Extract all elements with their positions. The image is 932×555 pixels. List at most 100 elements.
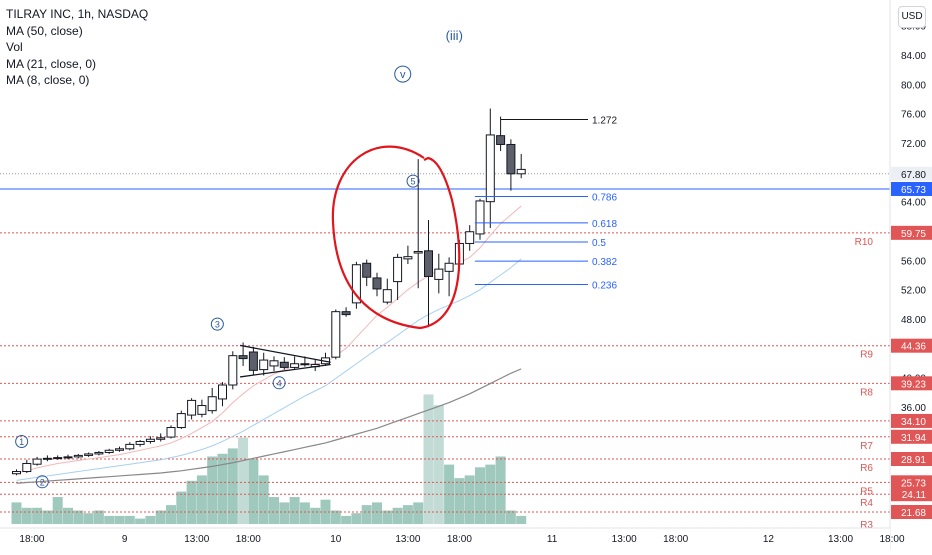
candle-down	[506, 139, 516, 191]
volume-bar	[299, 502, 310, 524]
volume-bar	[238, 437, 249, 524]
candle-up	[125, 442, 135, 451]
legend-ma50[interactable]: MA (50, close)	[6, 23, 83, 38]
candle-body	[94, 451, 104, 455]
candle-up	[218, 382, 227, 407]
pivot-price-tag: 25.73	[901, 478, 926, 489]
price-tick-label: 52.00	[901, 286, 926, 297]
time-axis-bg	[0, 528, 890, 550]
candle-down	[341, 307, 351, 317]
currency-button[interactable]: USD	[898, 6, 926, 28]
pivot-label: R8	[860, 387, 873, 398]
candle-up	[197, 399, 207, 418]
wave-label: 1	[19, 437, 24, 447]
candle-body	[279, 361, 289, 368]
candle-up	[321, 352, 330, 366]
candle-body	[84, 453, 94, 456]
legend-volume[interactable]: Vol	[6, 40, 23, 54]
candle-up	[516, 154, 526, 179]
fib-level-label: 1.272	[592, 116, 617, 127]
candle-up	[94, 451, 104, 456]
candle-body	[145, 438, 155, 442]
candle-up	[187, 398, 197, 420]
price-tick-label: 56.00	[901, 256, 926, 267]
fib-level-label: 0.5	[592, 238, 606, 249]
wave-label: (iii)	[446, 28, 463, 43]
time-tick-label: 18:00	[879, 534, 904, 545]
volume-bar	[258, 475, 269, 524]
candle-up	[156, 433, 166, 442]
candle-body	[434, 268, 444, 280]
candle-body	[300, 363, 310, 366]
ma21-line	[16, 258, 522, 481]
wave-label: 2	[40, 477, 45, 487]
candle-body	[176, 413, 186, 429]
pivot-label: R6	[860, 463, 873, 474]
legend-ma8[interactable]: MA (8, close, 0)	[6, 73, 90, 87]
volume-bar	[135, 518, 146, 524]
volume-bar	[330, 510, 341, 524]
level-price-tag-bg	[891, 181, 932, 196]
legend-ma21[interactable]: MA (21, close, 0)	[6, 56, 97, 71]
candle-up	[259, 352, 269, 376]
candle-up	[393, 253, 403, 300]
volume-bar	[372, 502, 382, 524]
pivot-label: R4	[860, 498, 873, 509]
time-tick-label: 13:00	[828, 534, 853, 545]
candle-up	[228, 351, 238, 390]
time-tick-label: 13:00	[184, 534, 209, 545]
candle-up	[104, 448, 114, 454]
candle-down	[372, 272, 382, 297]
current-price-tag: 67.80	[901, 170, 926, 181]
wave-label: 4	[277, 378, 282, 388]
candle-body	[341, 311, 351, 316]
pivot-price-tag: 31.94	[901, 433, 926, 444]
pivot-label: R3	[860, 520, 873, 531]
candle-up	[12, 469, 21, 476]
volume-bar	[464, 475, 475, 524]
volume-bar	[176, 491, 187, 524]
candle-up	[465, 225, 475, 251]
candle-up	[403, 245, 413, 264]
price-tick-label: 36.00	[901, 403, 926, 414]
volume-bar	[73, 510, 84, 524]
volume-bar	[382, 510, 393, 524]
trendline-upper	[239, 344, 331, 363]
volume-bar	[145, 515, 156, 524]
price-tick-label: 84.00	[901, 51, 926, 62]
candle-down	[424, 220, 433, 328]
volume-bar	[495, 456, 506, 524]
volume-bar	[124, 515, 135, 524]
candle-up	[135, 440, 145, 447]
pivot-price-tag: 21.68	[901, 508, 926, 519]
candle-body	[269, 360, 279, 367]
candles	[12, 108, 526, 476]
volume-bar	[269, 497, 279, 524]
candle-body	[248, 351, 258, 371]
candle-up	[207, 387, 217, 414]
candle-body	[393, 256, 403, 283]
wave-marker	[272, 376, 286, 390]
volume-bar	[42, 510, 53, 524]
highlight-ellipse-annotation	[331, 145, 461, 330]
legend-symbol[interactable]: TILRAY INC, 1h, NASDAQ	[6, 7, 149, 21]
candle-up	[434, 253, 444, 294]
fib-retracement: 1.272 0.786 0.618 0.5 0.382 0.236	[474, 116, 617, 292]
candle-body	[156, 437, 166, 440]
pivot-price-tag-bg	[891, 429, 932, 444]
candle-up	[115, 446, 124, 452]
volume-bar	[341, 515, 352, 524]
price-tick-label: 64.00	[901, 198, 926, 209]
volume-bar	[63, 507, 73, 524]
candle-body	[207, 396, 217, 412]
fib-level-label: 0.618	[592, 219, 617, 230]
candle-body	[331, 311, 341, 358]
candle-body	[290, 363, 300, 368]
wave-label: 5	[411, 177, 416, 187]
volume-bar	[454, 478, 465, 524]
pivot-label: R7	[860, 441, 873, 452]
volume-bar	[289, 497, 300, 524]
volume-bar	[21, 507, 32, 524]
wave-marker	[35, 475, 49, 489]
candle-body	[73, 454, 83, 458]
